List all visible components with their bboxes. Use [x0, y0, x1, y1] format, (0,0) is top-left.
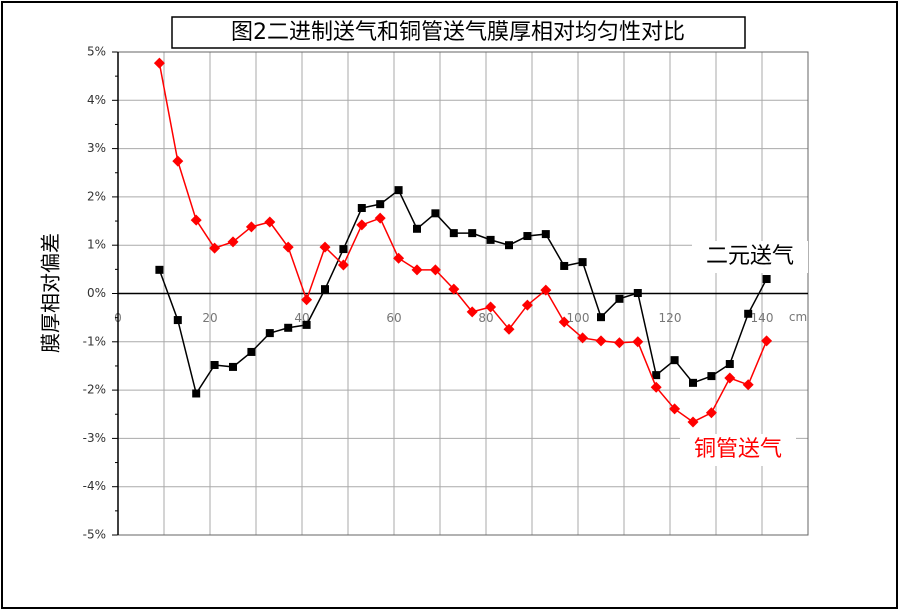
marker	[413, 224, 421, 233]
marker	[613, 337, 625, 349]
y-tick-label: -4%	[83, 479, 106, 493]
marker	[615, 294, 624, 303]
legend-background	[692, 241, 808, 273]
x-tick-label: 140	[751, 311, 774, 325]
y-tick-label: 1%	[87, 238, 106, 252]
marker	[393, 252, 405, 264]
marker	[742, 379, 754, 391]
marker	[229, 362, 237, 371]
marker	[761, 335, 773, 347]
marker	[411, 264, 423, 276]
marker	[650, 381, 662, 393]
y-tick-label: 3%	[87, 141, 106, 155]
marker	[744, 309, 753, 318]
x-tick-label: 100	[567, 311, 590, 325]
marker	[284, 323, 293, 332]
marker	[431, 209, 440, 218]
marker	[762, 275, 771, 284]
y-tick-label: -2%	[83, 383, 106, 397]
marker	[301, 294, 313, 306]
y-tick-label: -3%	[83, 431, 106, 445]
marker	[394, 186, 403, 195]
y-tick-label: 2%	[87, 189, 106, 203]
y-tick-label: -1%	[83, 334, 106, 348]
marker	[337, 259, 349, 271]
series-line	[158, 62, 768, 423]
marker	[227, 236, 239, 248]
marker	[689, 378, 697, 387]
marker	[265, 329, 274, 338]
marker	[597, 313, 605, 322]
marker	[339, 245, 348, 254]
marker	[541, 230, 550, 239]
marker	[577, 332, 589, 344]
marker	[449, 229, 458, 238]
title-box	[171, 16, 746, 49]
marker	[155, 265, 164, 274]
marker	[633, 289, 642, 298]
marker	[707, 372, 716, 381]
marker	[376, 200, 385, 209]
marker	[247, 347, 256, 356]
marker	[669, 403, 681, 415]
marker	[652, 371, 661, 380]
marker	[724, 372, 736, 384]
marker	[321, 285, 329, 294]
marker	[670, 356, 679, 365]
marker	[486, 235, 495, 244]
series-line	[158, 188, 768, 396]
x-axis-label: cm	[789, 310, 807, 324]
marker	[705, 407, 717, 419]
marker	[282, 241, 294, 253]
marker	[245, 221, 257, 233]
marker	[356, 219, 368, 231]
marker	[153, 57, 165, 69]
y-tick-label: 4%	[87, 93, 106, 107]
y-tick-label: -5%	[83, 528, 106, 542]
y-tick-label: 0%	[87, 286, 106, 300]
x-tick-label: 80	[478, 311, 493, 325]
marker	[429, 264, 441, 276]
marker	[725, 360, 734, 369]
marker	[558, 316, 570, 328]
legend-label: 铜管送气	[694, 437, 782, 462]
legend-label: 二元送气	[706, 244, 794, 269]
x-tick-label: 20	[202, 311, 217, 325]
marker	[523, 232, 532, 241]
marker	[466, 306, 478, 318]
y-axis-label: 膜厚相对偏差	[39, 233, 63, 353]
marker	[374, 212, 386, 224]
marker	[687, 416, 699, 428]
x-tick-label: 120	[659, 311, 682, 325]
marker	[578, 258, 587, 267]
marker	[505, 241, 513, 250]
marker	[632, 336, 644, 348]
marker	[302, 320, 311, 329]
marker	[560, 261, 569, 270]
marker	[190, 214, 202, 226]
marker	[172, 155, 184, 167]
marker	[521, 299, 533, 311]
marker	[448, 283, 460, 295]
marker	[595, 335, 607, 347]
y-tick-label: 5%	[87, 45, 106, 59]
legend-background	[680, 434, 796, 466]
marker	[468, 229, 477, 238]
marker	[192, 389, 201, 398]
marker	[485, 301, 497, 313]
x-tick-label: 60	[386, 311, 401, 325]
marker	[264, 216, 276, 228]
chart-title: 图2二进制送气和铜管送气膜厚相对均匀性对比	[231, 20, 685, 45]
marker	[503, 323, 515, 335]
marker	[357, 204, 366, 213]
marker	[210, 360, 219, 369]
marker	[209, 242, 221, 254]
marker	[319, 241, 331, 253]
marker	[540, 284, 552, 296]
marker	[173, 316, 182, 325]
